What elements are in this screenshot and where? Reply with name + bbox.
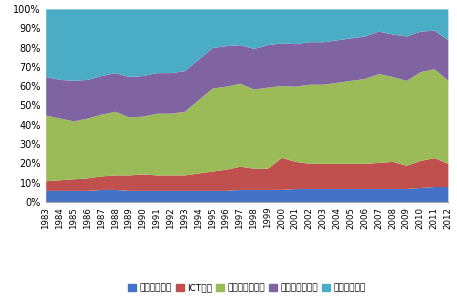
Legend: 고기술산업군, ICT산업, 중고기술산업군, 중저기술산업군, 저기술산업군: 고기술산업군, ICT산업, 중고기술산업군, 중저기술산업군, 저기술산업군 xyxy=(125,280,369,296)
